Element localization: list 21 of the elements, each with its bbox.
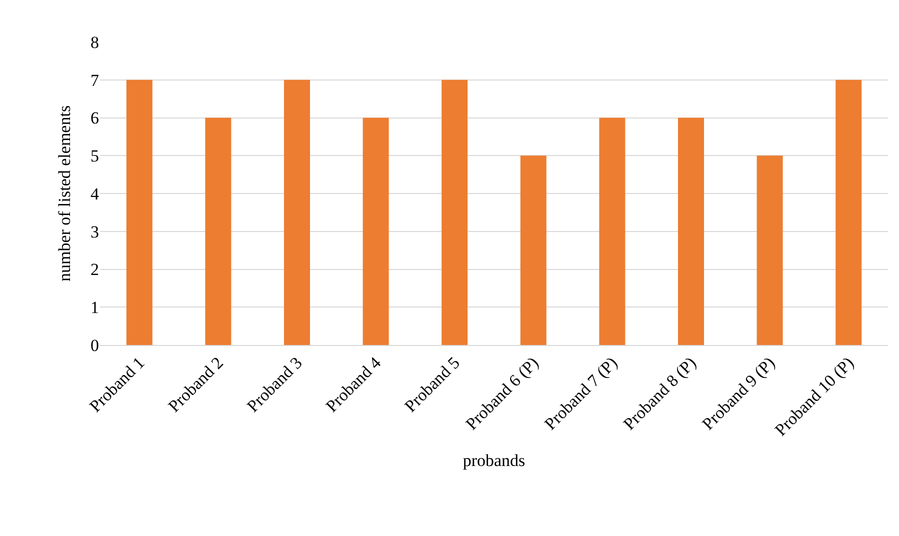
bar [678, 118, 704, 345]
y-tick-label: 5 [90, 146, 99, 166]
y-tick-label: 4 [90, 184, 100, 204]
bar [126, 80, 152, 345]
bar [284, 80, 310, 345]
bar [520, 156, 546, 345]
y-tick-label: 0 [90, 336, 99, 355]
bar [756, 156, 783, 345]
x-axis-title: probands [462, 450, 526, 470]
y-tick-label: 6 [90, 108, 99, 128]
y-axis-title: number of listed elements [55, 105, 74, 282]
bar [205, 118, 232, 345]
y-tick-label: 2 [90, 260, 99, 280]
bar [442, 80, 468, 345]
bar [362, 118, 389, 345]
bar [599, 118, 626, 345]
y-tick-label: 3 [90, 222, 99, 242]
bar [836, 80, 862, 345]
y-tick-label: 7 [90, 70, 100, 90]
y-tick-label: 1 [90, 298, 99, 318]
y-tick-label: 8 [90, 32, 99, 52]
